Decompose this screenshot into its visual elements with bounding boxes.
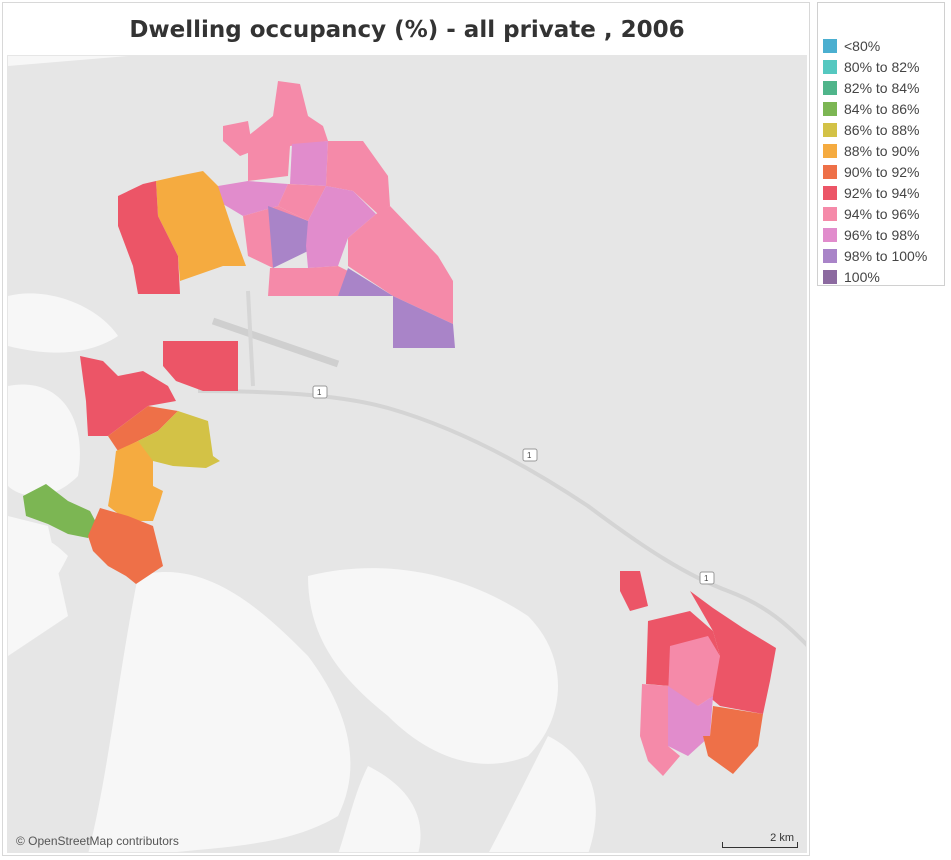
- svg-text:1: 1: [704, 574, 709, 583]
- map-title: Dwelling occupancy (%) - all private , 2…: [129, 17, 685, 43]
- legend-label: 82% to 84%: [844, 79, 920, 96]
- region-se-d[interactable]: [668, 636, 720, 706]
- scale-label: 2 km: [770, 832, 794, 844]
- legend-swatch: [823, 185, 837, 200]
- region-se-f[interactable]: [668, 686, 713, 756]
- region-north-h[interactable]: [278, 184, 326, 221]
- region-north-k[interactable]: [268, 266, 348, 296]
- legend-swatch: [823, 227, 837, 242]
- legend-swatch: [823, 101, 837, 116]
- legend-item[interactable]: 96% to 98%: [818, 224, 944, 245]
- region-west-i[interactable]: [88, 508, 163, 584]
- legend-item[interactable]: 94% to 96%: [818, 203, 944, 224]
- legend-swatch: [823, 143, 837, 158]
- legend-item[interactable]: 84% to 86%: [818, 98, 944, 119]
- legend-swatch: [823, 80, 837, 95]
- region-west-b[interactable]: [118, 181, 180, 294]
- legend-label: 88% to 90%: [844, 142, 920, 159]
- legend-label: 90% to 92%: [844, 163, 920, 180]
- scale-bar-line: [722, 842, 798, 848]
- road-shield-1-c: 1: [699, 571, 715, 585]
- region-se-c[interactable]: [690, 591, 776, 714]
- region-west-g[interactable]: [108, 441, 163, 521]
- road-shield-1-b: 1: [522, 448, 538, 462]
- airport-runway: [211, 317, 340, 368]
- region-north-l[interactable]: [338, 268, 455, 348]
- color-legend: <80% 80% to 82% 82% to 84% 84% to 86% 86% to…: [817, 2, 945, 286]
- viz-frame: Dwelling occupancy (%) - all private , 2…: [2, 2, 810, 856]
- basemap-water: [8, 293, 596, 852]
- legend-item[interactable]: 100%: [818, 266, 944, 287]
- choropleth-regions: [23, 81, 776, 776]
- legend-item[interactable]: 90% to 92%: [818, 161, 944, 182]
- road-shield-1-a: 1: [312, 385, 328, 399]
- region-west-d[interactable]: [80, 356, 176, 436]
- region-se-e[interactable]: [640, 684, 680, 776]
- region-west-e[interactable]: [108, 406, 178, 451]
- legend-label: 80% to 82%: [844, 58, 920, 75]
- legend-label: 98% to 100%: [844, 247, 928, 264]
- region-north-d[interactable]: [326, 141, 390, 214]
- legend-item[interactable]: 82% to 84%: [818, 77, 944, 98]
- legend-swatch: [823, 206, 837, 221]
- legend-item[interactable]: <80%: [818, 35, 944, 56]
- legend-item[interactable]: 92% to 94%: [818, 182, 944, 203]
- map-attribution[interactable]: © OpenStreetMap contributors: [16, 834, 179, 848]
- map-svg: 1 1 1: [8, 56, 806, 852]
- region-north-j[interactable]: [348, 206, 453, 324]
- region-se-a[interactable]: [620, 571, 648, 611]
- region-north-g[interactable]: [268, 206, 308, 268]
- legend-swatch: [823, 59, 837, 74]
- legend-label: 96% to 98%: [844, 226, 920, 243]
- map-area[interactable]: 1 1 1: [7, 55, 807, 853]
- region-north-i[interactable]: [306, 186, 376, 268]
- region-west-f[interactable]: [138, 411, 220, 468]
- scale-bar: 2 km: [722, 832, 798, 848]
- region-west-a[interactable]: [156, 171, 246, 281]
- legend-item[interactable]: 80% to 82%: [818, 56, 944, 77]
- region-west-c[interactable]: [163, 341, 238, 391]
- legend-label: 92% to 94%: [844, 184, 920, 201]
- svg-text:1: 1: [317, 388, 322, 397]
- region-west-h[interactable]: [23, 484, 98, 538]
- legend-label: 86% to 88%: [844, 121, 920, 138]
- legend-label: 100%: [844, 268, 880, 285]
- region-se-g[interactable]: [703, 706, 763, 774]
- legend-label: <80%: [844, 37, 881, 54]
- legend-item[interactable]: 88% to 90%: [818, 140, 944, 161]
- legend-item[interactable]: 98% to 100%: [818, 245, 944, 266]
- region-north-c[interactable]: [290, 141, 328, 186]
- svg-text:1: 1: [527, 451, 532, 460]
- region-north-b[interactable]: [223, 121, 253, 156]
- legend-swatch: [823, 122, 837, 137]
- legend-label: 94% to 96%: [844, 205, 920, 222]
- highway-1: [197, 389, 806, 647]
- legend-label: 84% to 86%: [844, 100, 920, 117]
- legend-swatch: [823, 248, 837, 263]
- legend-swatch: [823, 38, 837, 53]
- region-north-a[interactable]: [248, 81, 328, 181]
- legend-swatch: [823, 164, 837, 179]
- legend-item[interactable]: 86% to 88%: [818, 119, 944, 140]
- legend-swatch: [823, 269, 837, 284]
